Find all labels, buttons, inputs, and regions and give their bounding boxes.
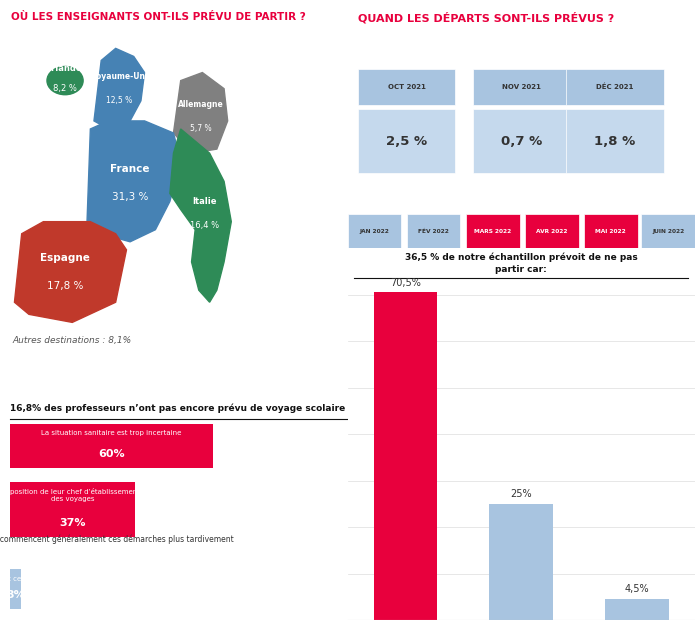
Text: 5,7 %: 5,7 %: [190, 125, 211, 133]
Text: 0,7 %: 0,7 %: [500, 135, 542, 148]
Text: 6,5 %: 6,5 %: [651, 285, 685, 295]
Text: 1,8 %: 1,8 %: [594, 135, 636, 148]
FancyBboxPatch shape: [566, 109, 664, 174]
Text: 2,5 %: 2,5 %: [386, 135, 427, 148]
FancyBboxPatch shape: [473, 109, 570, 174]
Text: Ils commencent généralement ces démarches plus tardivement: Ils commencent généralement ces démarche…: [0, 575, 127, 582]
Text: 25%: 25%: [510, 489, 532, 499]
FancyBboxPatch shape: [407, 258, 460, 322]
Text: Italie: Italie: [192, 197, 216, 206]
Bar: [374, 292, 437, 620]
Text: 60%: 60%: [98, 450, 125, 459]
Text: Ils attendent une position de leur chef d’établissement sur la faisabilité
des v: Ils attendent une position de leur chef …: [0, 489, 198, 502]
Text: Autres destinations : 8,1%: Autres destinations : 8,1%: [13, 335, 132, 345]
Text: 5 %: 5 %: [422, 285, 445, 295]
Text: NOV 2021: NOV 2021: [502, 84, 541, 90]
Text: JAN 2022: JAN 2022: [359, 229, 389, 234]
Text: 70,5%: 70,5%: [390, 278, 421, 288]
FancyBboxPatch shape: [641, 258, 695, 322]
Text: 18,5 %: 18,5 %: [471, 285, 514, 295]
FancyBboxPatch shape: [566, 68, 664, 105]
FancyBboxPatch shape: [10, 423, 213, 468]
Text: Irlande: Irlande: [48, 64, 82, 73]
Text: La situation sanitaire est trop incertaine: La situation sanitaire est trop incertai…: [42, 430, 181, 436]
Text: 17,8 %: 17,8 %: [47, 281, 83, 291]
Text: AVR 2022: AVR 2022: [536, 229, 567, 234]
Text: OCT 2021: OCT 2021: [388, 84, 425, 90]
Text: Ils commencent généralement ces démarches plus tardivement: Ils commencent généralement ces démarche…: [0, 534, 234, 544]
FancyBboxPatch shape: [525, 213, 578, 250]
Text: DÉC 2021: DÉC 2021: [596, 84, 634, 90]
Text: FÉV 2022: FÉV 2022: [418, 229, 449, 234]
Text: JUIN 2022: JUIN 2022: [652, 229, 684, 234]
FancyBboxPatch shape: [10, 569, 21, 609]
Text: 25 %: 25 %: [596, 285, 626, 295]
Polygon shape: [174, 73, 228, 153]
Text: 12,5 %: 12,5 %: [106, 96, 132, 105]
Text: 31,3 %: 31,3 %: [112, 192, 148, 203]
FancyBboxPatch shape: [358, 109, 455, 174]
Polygon shape: [94, 48, 145, 129]
Text: 16,4 %: 16,4 %: [190, 221, 219, 230]
Text: Espagne: Espagne: [40, 253, 90, 263]
Text: 4 %: 4 %: [363, 285, 386, 295]
Text: 37%: 37%: [60, 518, 86, 528]
Text: 16,8% des professeurs n’ont pas encore prévu de voyage scolaire :: 16,8% des professeurs n’ont pas encore p…: [10, 404, 352, 413]
FancyBboxPatch shape: [407, 213, 460, 250]
FancyBboxPatch shape: [473, 68, 570, 105]
Text: Allemagne: Allemagne: [178, 100, 224, 109]
Text: OÙ LES ENSEIGNANTS ONT-ILS PRÉVU DE PARTIR ?: OÙ LES ENSEIGNANTS ONT-ILS PRÉVU DE PART…: [11, 12, 306, 22]
Text: Royaume-Uni: Royaume-Uni: [90, 72, 148, 81]
FancyBboxPatch shape: [525, 258, 578, 322]
FancyBboxPatch shape: [466, 258, 520, 322]
FancyBboxPatch shape: [10, 482, 135, 538]
FancyBboxPatch shape: [348, 258, 402, 322]
FancyBboxPatch shape: [358, 68, 455, 105]
FancyBboxPatch shape: [584, 213, 638, 250]
Text: 36,5 % de notre échantillon prévoit de ne pas
partir car:: 36,5 % de notre échantillon prévoit de n…: [405, 253, 637, 274]
Bar: [489, 503, 553, 620]
Text: France: France: [111, 164, 150, 174]
FancyBboxPatch shape: [348, 213, 402, 250]
Text: 8,2 %: 8,2 %: [53, 84, 77, 93]
Polygon shape: [170, 129, 231, 303]
Polygon shape: [15, 221, 126, 322]
Ellipse shape: [47, 66, 83, 95]
FancyBboxPatch shape: [584, 258, 638, 322]
FancyBboxPatch shape: [466, 213, 520, 250]
Bar: [605, 599, 669, 620]
Text: 36 %: 36 %: [537, 285, 567, 295]
Polygon shape: [87, 121, 181, 242]
Text: QUAND LES DÉPARTS SONT-ILS PRÉVUS ?: QUAND LES DÉPARTS SONT-ILS PRÉVUS ?: [358, 12, 614, 24]
Text: MAI 2022: MAI 2022: [596, 229, 626, 234]
Text: 3%: 3%: [6, 590, 25, 600]
FancyBboxPatch shape: [641, 213, 695, 250]
Text: MARS 2022: MARS 2022: [474, 229, 512, 234]
Text: 4,5%: 4,5%: [625, 585, 649, 595]
